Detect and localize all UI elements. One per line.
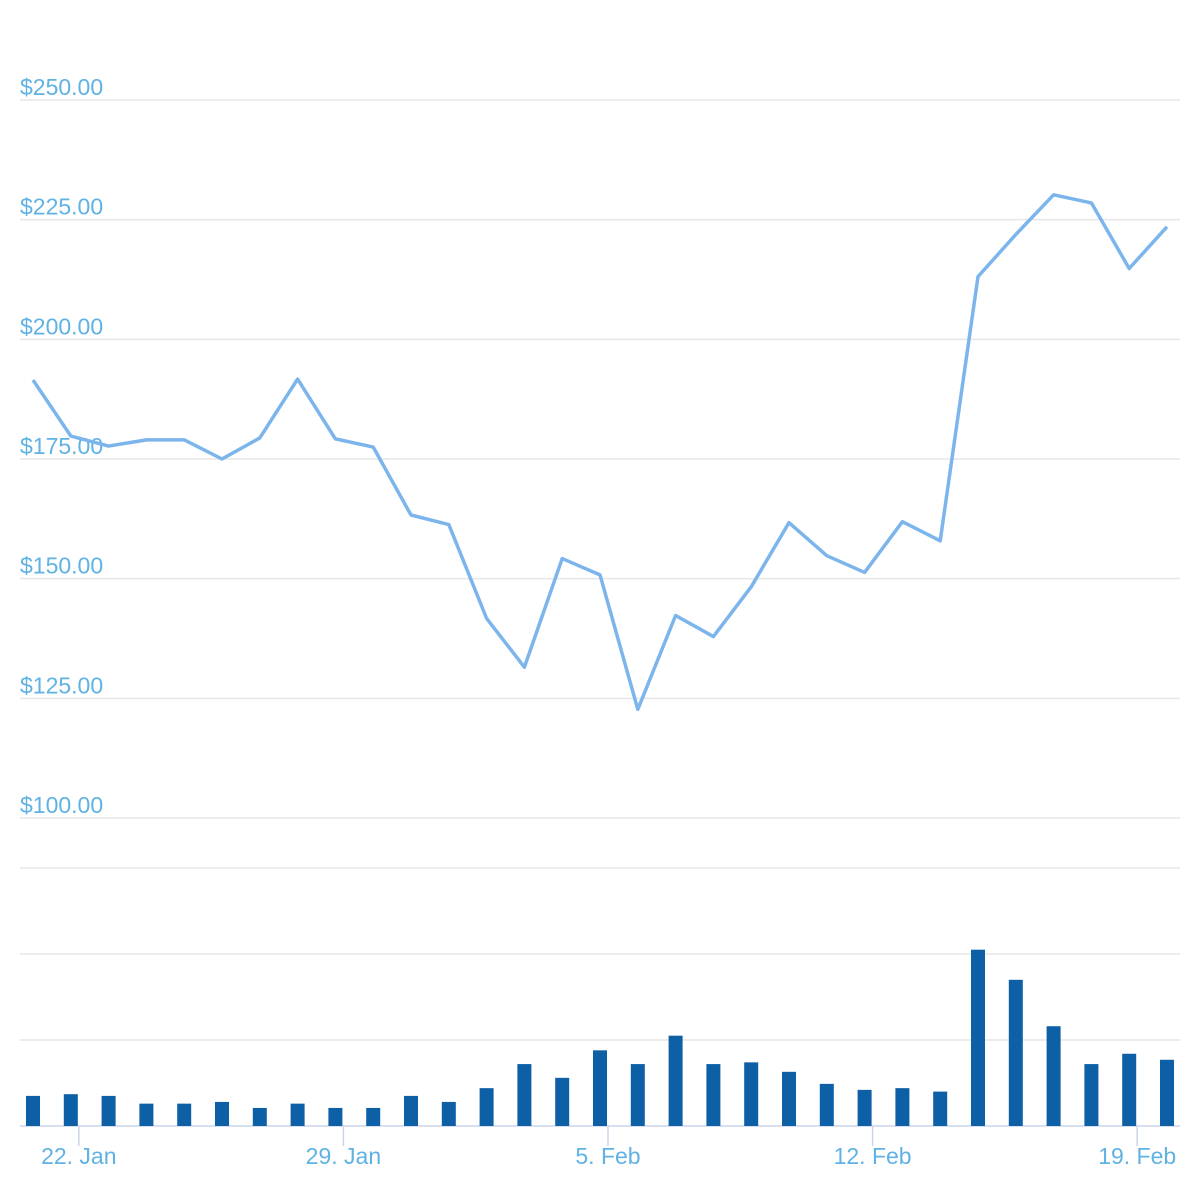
y-tick-label: $150.00 (20, 553, 103, 579)
volume-bar (215, 1101, 229, 1126)
volume-bar (1008, 979, 1023, 1126)
volume-bar (26, 1095, 40, 1126)
y-tick-label: $200.00 (20, 313, 103, 339)
volume-bar (441, 1101, 456, 1126)
volume-bar (290, 1103, 305, 1126)
price-line (31, 193, 1169, 712)
volume-bar (555, 1077, 570, 1126)
volume-bar (819, 1083, 834, 1126)
volume-bar (404, 1095, 418, 1126)
volume-bar (668, 1035, 683, 1126)
x-tick-label: 22. Jan (41, 1143, 116, 1169)
volume-bar (744, 1062, 759, 1126)
y-tick-label: $250.00 (20, 74, 103, 100)
volume-bar (101, 1095, 116, 1126)
volume-bar (1122, 1053, 1137, 1126)
x-tick-label: 19. Feb (1098, 1143, 1176, 1169)
volume-bar (517, 1064, 532, 1126)
volume-bar (1160, 1059, 1174, 1126)
volume-bar (139, 1103, 154, 1126)
y-tick-label: $125.00 (20, 672, 103, 698)
volume-bar (177, 1103, 192, 1126)
y-tick-label: $225.00 (20, 194, 103, 220)
x-tick-label: 29. Jan (306, 1143, 381, 1169)
x-tick-label: 5. Feb (575, 1143, 640, 1169)
y-tick-label: $100.00 (20, 792, 103, 818)
volume-bar (782, 1071, 796, 1126)
x-tick-label: 12. Feb (834, 1143, 912, 1169)
volume-bar (479, 1088, 494, 1126)
volume-bar (933, 1091, 948, 1126)
volume-bar (63, 1094, 78, 1126)
volume-bar (971, 949, 985, 1126)
volume-bar (1046, 1026, 1061, 1126)
volume-bar (328, 1107, 343, 1126)
volume-bar (366, 1107, 381, 1126)
volume-bar (895, 1088, 910, 1126)
volume-bar (706, 1064, 721, 1126)
y-tick-label: $175.00 (20, 433, 103, 459)
volume-bar (630, 1064, 645, 1126)
volume-bar (1084, 1064, 1099, 1126)
volume-bar (252, 1107, 267, 1126)
volume-bar (593, 1050, 607, 1126)
volume-bar (857, 1089, 872, 1126)
